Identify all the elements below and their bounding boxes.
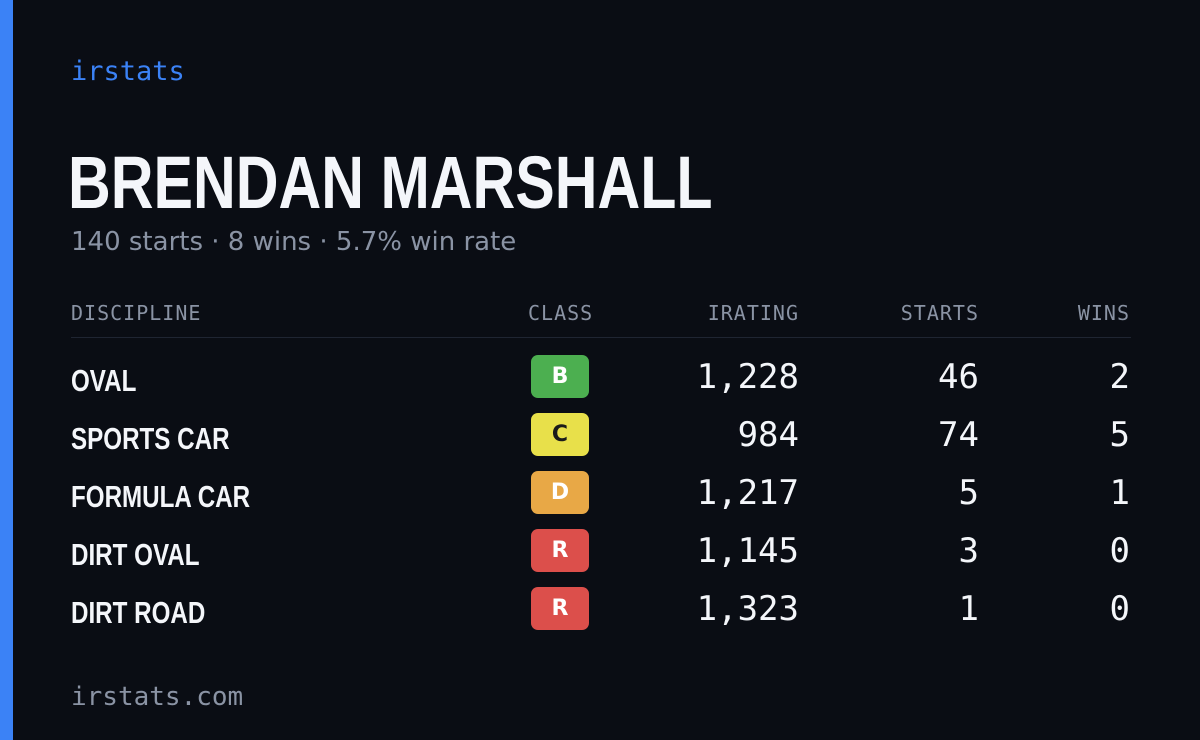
class-badge: B [531, 355, 589, 398]
discipline-label: OVAL [71, 363, 137, 398]
header-discipline: DISCIPLINE [71, 301, 202, 325]
starts-value: 3 [958, 531, 979, 571]
wins-value: 0 [1109, 531, 1130, 571]
irating-value: 1,228 [696, 357, 799, 397]
irating-value: 1,217 [696, 473, 799, 513]
header-starts: STARTS [900, 301, 979, 325]
header-wins: WINS [1077, 301, 1130, 325]
table-row: SPORTS CAR C 984 74 5 [0, 413, 1200, 471]
accent-bar [0, 0, 13, 740]
header-irating: IRATING [707, 301, 799, 325]
table-row: DIRT OVAL R 1,145 3 0 [0, 529, 1200, 587]
discipline-label: FORMULA CAR [71, 479, 251, 514]
header-divider [71, 337, 1131, 338]
footer-url: irstats.com [71, 682, 244, 712]
irating-value: 1,145 [696, 531, 799, 571]
starts-value: 74 [938, 415, 979, 455]
class-badge: C [531, 413, 589, 456]
class-badge: D [531, 471, 589, 514]
brand-logo-text: irstats [71, 56, 185, 87]
wins-value: 0 [1109, 589, 1130, 629]
driver-name: BRENDAN MARSHALL [68, 141, 713, 224]
table-row: OVAL B 1,228 46 2 [0, 355, 1200, 413]
starts-value: 5 [958, 473, 979, 513]
class-badge: R [531, 587, 589, 630]
driver-summary: 140 starts · 8 wins · 5.7% win rate [71, 227, 517, 257]
header-class: CLASS [528, 301, 594, 325]
irating-value: 984 [737, 415, 799, 455]
discipline-label: DIRT OVAL [71, 537, 200, 572]
starts-value: 46 [938, 357, 979, 397]
wins-value: 5 [1109, 415, 1130, 455]
class-badge: R [531, 529, 589, 572]
wins-value: 1 [1109, 473, 1130, 513]
discipline-label: DIRT ROAD [71, 595, 206, 630]
wins-value: 2 [1109, 357, 1130, 397]
discipline-label: SPORTS CAR [71, 421, 230, 456]
starts-value: 1 [958, 589, 979, 629]
irating-value: 1,323 [696, 589, 799, 629]
table-row: DIRT ROAD R 1,323 1 0 [0, 587, 1200, 645]
table-row: FORMULA CAR D 1,217 5 1 [0, 471, 1200, 529]
